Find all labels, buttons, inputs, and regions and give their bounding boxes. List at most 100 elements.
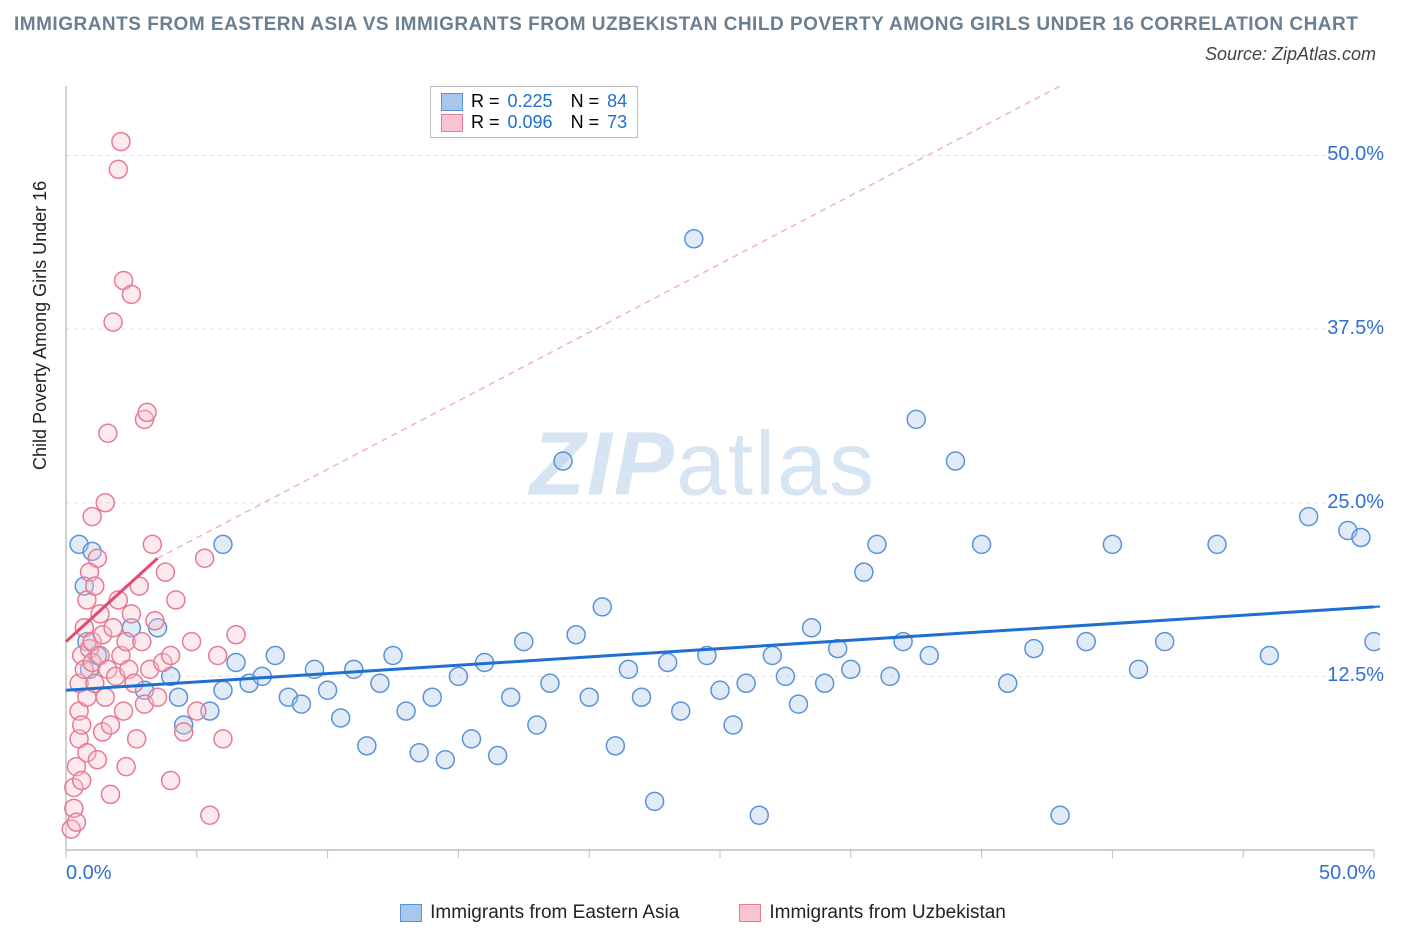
trend-line <box>66 607 1374 690</box>
data-point <box>502 688 520 706</box>
data-point <box>104 313 122 331</box>
data-point <box>162 647 180 665</box>
data-point <box>462 730 480 748</box>
y-tick-label: 50.0% <box>1327 143 1384 166</box>
legend-item: Immigrants from Uzbekistan <box>739 902 1006 924</box>
data-point <box>711 681 729 699</box>
stats-r-value: 0.225 <box>508 91 553 112</box>
stats-n-value: 84 <box>607 91 627 112</box>
stats-r-label: R = <box>471 91 500 112</box>
data-point <box>196 549 214 567</box>
legend-label: Immigrants from Uzbekistan <box>769 902 1006 924</box>
data-point <box>737 674 755 692</box>
data-point <box>133 633 151 651</box>
data-point <box>489 747 507 765</box>
data-point <box>606 737 624 755</box>
data-point <box>149 688 167 706</box>
data-point <box>1208 535 1226 553</box>
data-point <box>528 716 546 734</box>
data-point <box>567 626 585 644</box>
data-point <box>659 653 677 671</box>
data-point <box>554 452 572 470</box>
source-attribution: Source: ZipAtlas.com <box>1205 44 1376 65</box>
data-point <box>789 695 807 713</box>
data-point <box>619 660 637 678</box>
data-point <box>449 667 467 685</box>
trend-line-extrapolated <box>158 86 1061 558</box>
data-point <box>868 535 886 553</box>
data-point <box>83 508 101 526</box>
data-point <box>143 535 161 553</box>
data-point <box>169 688 187 706</box>
data-point <box>803 619 821 637</box>
data-point <box>724 716 742 734</box>
data-point <box>112 133 130 151</box>
data-point <box>188 702 206 720</box>
data-point <box>86 577 104 595</box>
data-point <box>109 160 127 178</box>
data-point <box>920 647 938 665</box>
chart-container: IMMIGRANTS FROM EASTERN ASIA VS IMMIGRAN… <box>0 0 1406 930</box>
data-point <box>96 688 114 706</box>
data-point <box>907 410 925 428</box>
data-point <box>1365 633 1380 651</box>
data-point <box>436 751 454 769</box>
data-point <box>214 535 232 553</box>
data-point <box>1103 535 1121 553</box>
y-tick-label: 37.5% <box>1327 317 1384 340</box>
data-point <box>973 535 991 553</box>
scatter-plot <box>60 80 1380 880</box>
legend-swatch <box>441 93 463 111</box>
data-point <box>117 758 135 776</box>
data-point <box>122 605 140 623</box>
data-point <box>156 563 174 581</box>
data-point <box>162 772 180 790</box>
data-point <box>423 688 441 706</box>
data-point <box>73 716 91 734</box>
legend-swatch <box>441 114 463 132</box>
data-point <box>750 806 768 824</box>
stats-n-label: N = <box>571 112 600 133</box>
data-point <box>1260 647 1278 665</box>
data-point <box>167 591 185 609</box>
data-point <box>855 563 873 581</box>
data-point <box>175 723 193 741</box>
data-point <box>67 813 85 831</box>
legend: Immigrants from Eastern AsiaImmigrants f… <box>0 902 1406 924</box>
data-point <box>541 674 559 692</box>
data-point <box>319 681 337 699</box>
data-point <box>209 647 227 665</box>
data-point <box>672 702 690 720</box>
data-point <box>816 674 834 692</box>
trend-line-extrapolated <box>1374 599 1380 607</box>
data-point <box>763 647 781 665</box>
y-tick-label: 12.5% <box>1327 664 1384 687</box>
data-point <box>227 653 245 671</box>
data-point <box>96 494 114 512</box>
data-point <box>1051 806 1069 824</box>
data-point <box>946 452 964 470</box>
data-point <box>1130 660 1148 678</box>
data-point <box>332 709 350 727</box>
data-point <box>1156 633 1174 651</box>
data-point <box>183 633 201 651</box>
data-point <box>633 688 651 706</box>
correlation-stats-box: R =0.225N =84R =0.096N =73 <box>430 86 638 138</box>
data-point <box>227 626 245 644</box>
data-point <box>776 667 794 685</box>
data-point <box>515 633 533 651</box>
data-point <box>138 403 156 421</box>
stats-r-label: R = <box>471 112 500 133</box>
x-tick-label: 50.0% <box>1319 862 1376 885</box>
data-point <box>266 647 284 665</box>
data-point <box>842 660 860 678</box>
data-point <box>122 285 140 303</box>
stats-r-value: 0.096 <box>508 112 553 133</box>
data-point <box>128 730 146 748</box>
data-point <box>999 674 1017 692</box>
data-point <box>214 681 232 699</box>
data-point <box>345 660 363 678</box>
data-point <box>371 674 389 692</box>
data-point <box>1300 508 1318 526</box>
y-axis-label: Child Poverty Among Girls Under 16 <box>30 181 51 470</box>
